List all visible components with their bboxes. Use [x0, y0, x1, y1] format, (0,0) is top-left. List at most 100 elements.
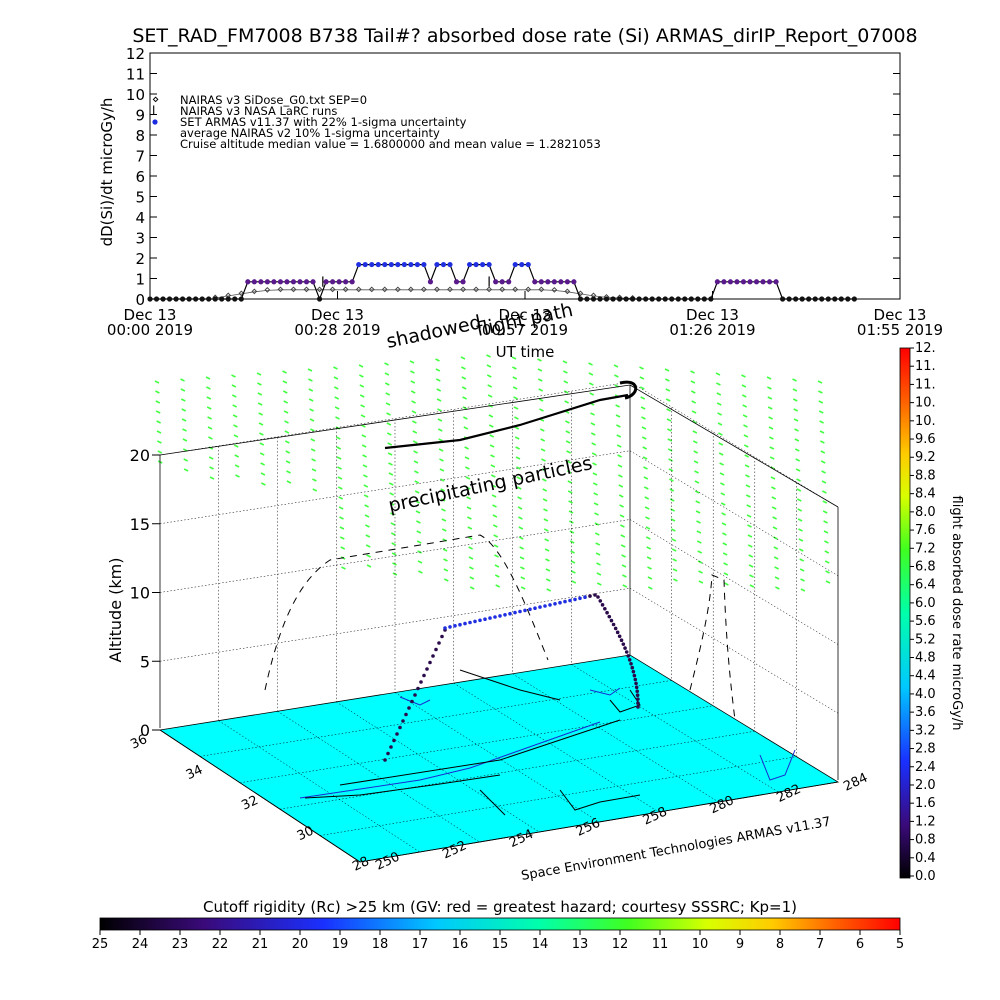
particle-mark	[544, 548, 550, 552]
armas-point	[766, 279, 773, 285]
armas-point	[199, 296, 205, 302]
armas-point	[512, 261, 518, 268]
particle-mark	[384, 372, 390, 376]
legend-marker-nairas: ⋄	[152, 92, 159, 106]
armas-point	[343, 279, 349, 285]
particle-mark	[494, 574, 500, 578]
particle-mark	[181, 418, 187, 422]
armas-point	[453, 279, 460, 285]
armas-point	[232, 296, 238, 302]
particle-mark	[774, 566, 779, 570]
flight-point	[518, 609, 522, 614]
particle-mark	[646, 556, 652, 560]
particle-mark	[716, 392, 722, 396]
particle-mark	[617, 454, 622, 458]
armas-point	[395, 261, 401, 268]
particle-mark	[207, 426, 213, 430]
particle-mark	[387, 442, 393, 446]
particle-mark	[206, 406, 212, 410]
particle-mark	[821, 480, 827, 484]
particle-mark	[512, 386, 518, 390]
particle-mark	[562, 360, 568, 364]
particle-mark	[386, 422, 392, 426]
particle-mark	[768, 426, 774, 430]
particle-mark	[411, 400, 416, 404]
particle-mark	[334, 406, 340, 410]
particle-mark	[490, 454, 495, 458]
particle-mark	[620, 524, 625, 528]
legend-entry-nairas-sidose: NAIRAS v3 SiDose_G0.txt SEP=0	[180, 93, 367, 107]
armas-point	[851, 296, 857, 302]
particle-mark	[495, 584, 501, 588]
series-group: ⋄⋄⋄⋄⋄⋄⋄⋄⋄⋄⋄⋄⋄⋄⋄⋄⋄⋄⋄⋄⋄⋄⋄⋄⋄⋄⋄⋄⋄⋄⋄⋄⋄	[147, 261, 857, 304]
dose-colorbar-tick-label: 6.0	[915, 596, 936, 611]
particle-mark	[798, 548, 804, 552]
ground-features	[299, 669, 796, 816]
particle-mark	[517, 506, 523, 510]
particle-mark	[439, 478, 445, 482]
particle-mark	[717, 412, 722, 416]
particle-mark	[339, 526, 345, 530]
armas-point	[793, 296, 799, 302]
armas-point	[369, 261, 375, 268]
particle-mark	[336, 456, 342, 460]
particle-mark	[439, 458, 444, 462]
particle-mark	[794, 448, 800, 452]
y-tick-label: 6	[135, 168, 145, 186]
armas-point	[303, 279, 310, 285]
particle-mark	[645, 516, 650, 520]
particle-mark	[365, 524, 370, 528]
particle-mark	[339, 536, 345, 540]
particle-mark	[570, 550, 575, 554]
dose-colorbar-tick-label: 11.	[915, 359, 936, 374]
particle-mark	[537, 378, 543, 382]
particle-mark	[461, 376, 467, 380]
annotation-shadowed: shadowed	[384, 311, 483, 353]
particle-mark	[488, 424, 494, 428]
particle-mark	[337, 476, 343, 480]
y-tick-label: 7	[135, 148, 145, 166]
particle-mark	[792, 398, 798, 402]
nairas-point: ⋄	[329, 282, 336, 296]
particle-mark	[570, 560, 576, 564]
armas-point	[688, 296, 694, 302]
particle-mark	[333, 376, 339, 380]
wall-gridlines	[159, 381, 839, 783]
flight-point	[631, 669, 636, 674]
particle-mark	[748, 554, 754, 558]
armas-point	[460, 279, 466, 285]
armas-point	[538, 279, 544, 285]
particle-mark	[286, 470, 291, 474]
particle-mark	[718, 452, 724, 456]
particle-mark	[693, 460, 699, 464]
armas-point	[251, 279, 257, 285]
dose-colorbar-tick-label: 9.6	[915, 432, 936, 447]
particle-mark	[365, 544, 371, 548]
particle-mark	[436, 388, 442, 392]
particle-mark	[748, 564, 754, 568]
flight-point	[635, 693, 640, 698]
particle-mark	[156, 420, 161, 424]
particle-mark	[545, 558, 550, 562]
rigidity-tick-label: 23	[172, 937, 189, 952]
armas-point	[832, 296, 838, 302]
particle-mark	[619, 504, 624, 508]
armas-point	[616, 296, 623, 302]
particle-mark	[669, 498, 675, 502]
particle-mark	[618, 494, 624, 498]
particle-mark	[514, 436, 520, 440]
wall-gridline	[629, 450, 839, 576]
particle-mark	[818, 410, 824, 414]
x-tick-label: 01:55 2019	[857, 321, 943, 339]
particle-mark	[720, 502, 726, 506]
particle-mark	[359, 394, 365, 398]
particle-mark	[722, 552, 728, 556]
particle-mark	[285, 460, 291, 464]
particle-mark	[667, 438, 673, 442]
particle-mark	[155, 400, 161, 404]
flight-point	[548, 603, 552, 607]
particle-mark	[389, 502, 395, 506]
particle-mark	[545, 568, 551, 572]
particle-mark	[233, 444, 239, 448]
